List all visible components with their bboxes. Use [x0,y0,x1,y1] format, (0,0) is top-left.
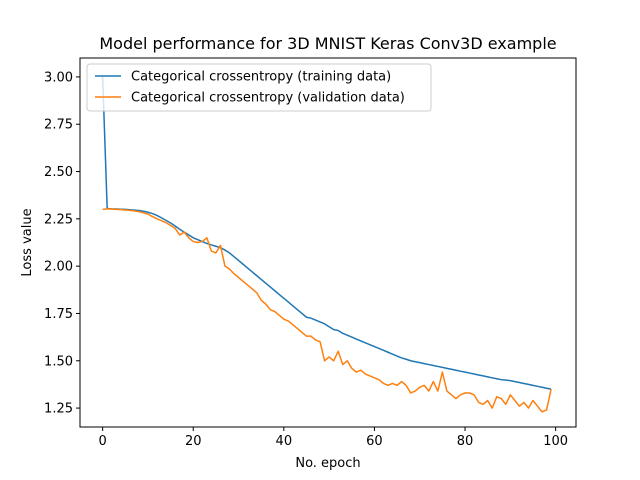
legend-box [86,63,432,112]
chart-title: Model performance for 3D MNIST Keras Con… [99,34,556,53]
series-line-training [101,76,552,390]
x-tick-label: 40 [276,434,293,449]
y-tick-label: 2.75 [44,118,73,133]
x-tick-label: 20 [185,434,202,449]
x-axis-label: No. epoch [295,456,360,471]
plot-layer [101,76,552,413]
legend-label: Categorical crossentropy (training data) [131,70,391,85]
y-tick-label: 1.50 [44,354,73,369]
y-tick-label: 1.75 [44,307,73,322]
x-tick-label: 0 [99,434,107,449]
y-axis-label: Loss value [20,208,35,276]
y-tick-label: 2.25 [44,212,73,227]
x-tick-label: 100 [543,434,568,449]
axes-frame [79,57,577,428]
x-tick-label: 80 [457,434,474,449]
y-tick-label: 2.00 [44,260,73,275]
legend: Categorical crossentropy (training data)… [86,63,432,112]
x-tick-label: 60 [366,434,383,449]
y-tick-label: 1.25 [44,402,73,417]
ticks-layer: 0 20 40 60 80 100 1.25 1.50 1.75 2.00 2.25 2.50 2.75… [44,70,568,449]
legend-label: Categorical crossentropy (validation dat… [131,91,405,106]
y-tick-label: 3.00 [44,70,73,85]
series-line-validation [102,208,552,413]
y-tick-label: 2.50 [44,165,73,180]
